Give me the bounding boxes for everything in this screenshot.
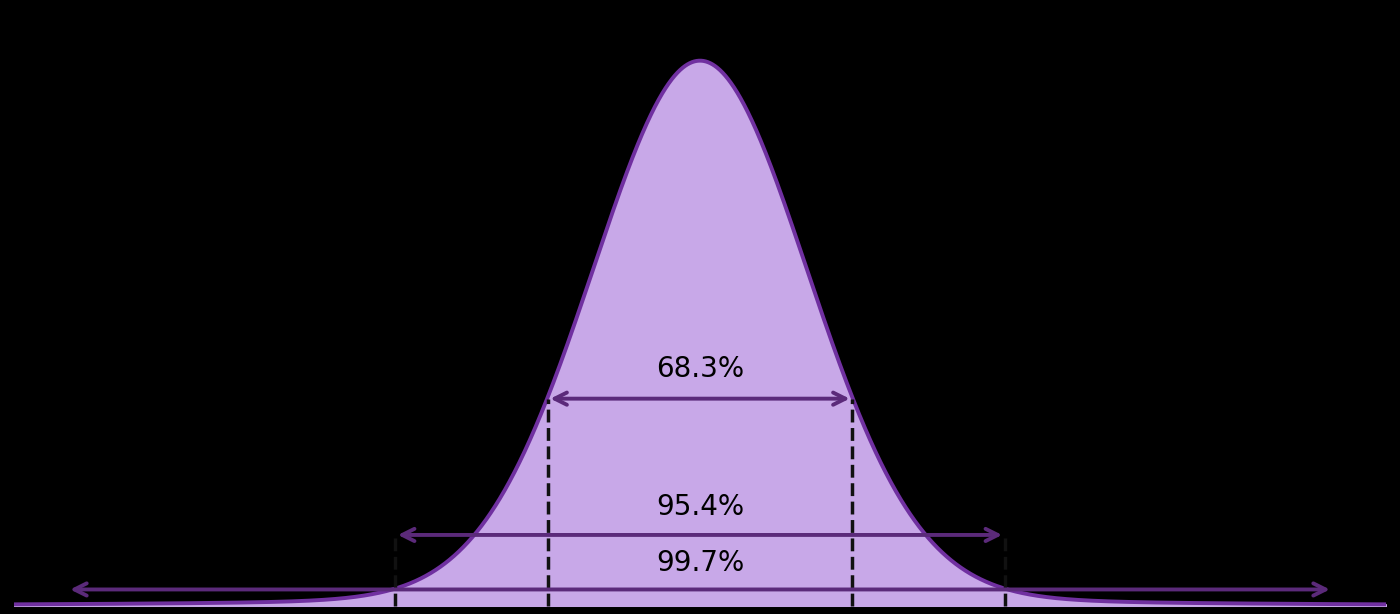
- Text: 99.7%: 99.7%: [655, 550, 745, 578]
- Text: 68.3%: 68.3%: [657, 356, 743, 383]
- Text: 95.4%: 95.4%: [657, 493, 743, 521]
